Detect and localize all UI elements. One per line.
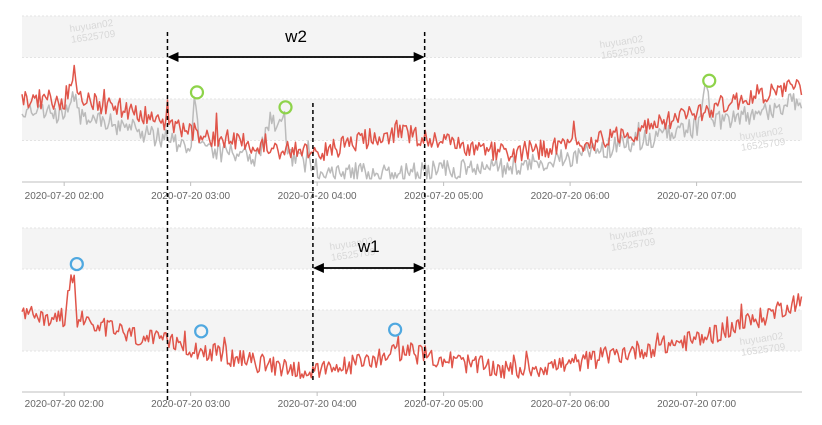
x-tick-label: 2020-07-20 07:00 [657,191,736,202]
window-annotations: w2 w1 [166,27,426,400]
series-line-red [21,64,803,163]
anomaly-marker [189,85,205,100]
w2-arrowhead-right [413,52,425,62]
anomaly-marker [702,73,717,88]
x-tick-label: 2020-07-20 03:00 [151,399,230,410]
w2-arrowhead-left [167,52,179,62]
anomaly-marker [69,256,84,272]
w2-label: w2 [284,27,307,46]
x-tick-label: 2020-07-20 05:00 [404,399,483,410]
grid-band [22,16,802,58]
x-tick-label: 2020-07-20 02:00 [25,191,104,202]
anomaly-marker [194,324,209,339]
w1-arrowhead-left [312,263,324,273]
anomaly-marker [278,100,293,115]
x-tick-label: 2020-07-20 06:00 [531,191,610,202]
x-tick-label: 2020-07-20 04:00 [278,191,357,202]
chart-panel-bottom: huyuan0216525709huyuan0216525709huyuan02… [21,226,803,410]
x-tick-label: 2020-07-20 04:00 [278,399,357,410]
anomaly-marker [388,322,403,337]
w1-label: w1 [357,237,380,256]
x-tick-label: 2020-07-20 05:00 [404,191,483,202]
w1-arrowhead-right [413,263,425,273]
x-tick-label: 2020-07-20 07:00 [657,399,736,410]
x-tick-label: 2020-07-20 03:00 [151,191,230,202]
grid-band [22,228,802,269]
x-tick-label: 2020-07-20 02:00 [25,399,104,410]
series-line-red [21,274,803,380]
x-tick-label: 2020-07-20 06:00 [531,399,610,410]
series-line-gray [21,84,803,180]
